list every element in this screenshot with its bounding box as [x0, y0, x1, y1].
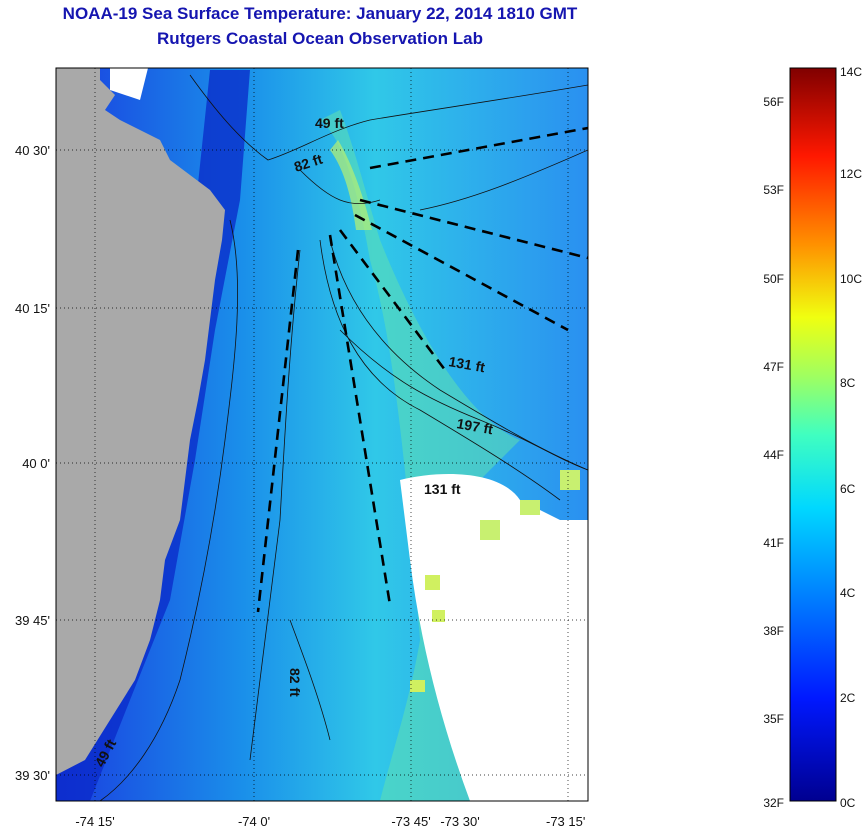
cb-c-label: 2C: [840, 691, 856, 705]
colorbar: [789, 67, 837, 802]
map-title: NOAA-19 Sea Surface Temperature: January…: [62, 4, 578, 23]
lon-tick-label-extra: -73 15': [546, 814, 585, 829]
map-subtitle: Rutgers Coastal Ocean Observation Lab: [157, 29, 483, 48]
cb-f-label: 32F: [763, 796, 784, 810]
no-data-region-southeast: [400, 474, 588, 801]
cb-f-label: 41F: [763, 536, 784, 550]
map-grid: [56, 68, 588, 801]
depth-label: 131 ft: [424, 481, 461, 497]
colorbar-celsius-labels: 14C 12C 10C 8C 6C 4C 2C 0C: [840, 65, 862, 810]
depth-label: 49 ft: [315, 115, 344, 131]
warm-water-plume: [320, 110, 520, 801]
no-data-region-northwest: [56, 68, 148, 100]
map-frame: [55, 67, 589, 802]
transect-lines: [256, 126, 588, 613]
cb-c-label: 12C: [840, 167, 862, 181]
cb-f-label: 38F: [763, 624, 784, 638]
lon-tick-label: -74 15': [75, 814, 114, 829]
land-new-jersey: [56, 68, 225, 775]
cb-c-label: 8C: [840, 376, 856, 390]
cb-c-label: 4C: [840, 586, 856, 600]
lon-tick-label: -73 30': [440, 814, 479, 829]
cb-f-label: 56F: [763, 95, 784, 109]
lat-tick-label: 40 30': [15, 143, 50, 158]
cb-f-label: 35F: [763, 712, 784, 726]
cb-c-label: 0C: [840, 796, 856, 810]
cb-c-label: 14C: [840, 65, 862, 79]
depth-label: 197 ft: [455, 415, 494, 437]
warm-pixels: [480, 470, 580, 540]
cb-f-label: 53F: [763, 183, 784, 197]
depth-contours: [99, 74, 588, 801]
cb-c-label: 10C: [840, 272, 862, 286]
colorbar-fahrenheit-labels: 56F 53F 50F 47F 44F 41F 38F 35F 32F: [763, 95, 784, 810]
cb-f-label: 47F: [763, 360, 784, 374]
lon-tick-label: -73 45': [391, 814, 430, 829]
depth-label: 82 ft: [287, 668, 303, 697]
lon-tick-label: -74 0': [238, 814, 270, 829]
lat-tick-label: 40 0': [22, 456, 50, 471]
lat-tick-label: 39 30': [15, 768, 50, 783]
warm-core: [330, 140, 372, 230]
lat-tick-label: 39 45': [15, 613, 50, 628]
warm-pixels-2: [410, 575, 445, 692]
cb-f-label: 44F: [763, 448, 784, 462]
lat-tick-label: 40 15': [15, 301, 50, 316]
map-plot-area: [56, 68, 588, 801]
cb-f-label: 50F: [763, 272, 784, 286]
cb-c-label: 6C: [840, 482, 856, 496]
depth-label: 131 ft: [447, 353, 486, 375]
